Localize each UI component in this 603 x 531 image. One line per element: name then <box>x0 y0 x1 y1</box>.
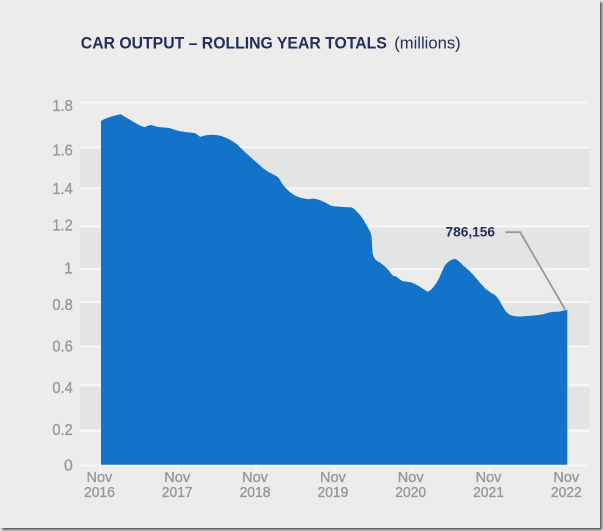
svg-text:0.8: 0.8 <box>52 297 73 314</box>
svg-text:Nov: Nov <box>320 470 347 486</box>
svg-text:Nov: Nov <box>164 470 191 486</box>
svg-text:1: 1 <box>64 260 73 277</box>
svg-text:2017: 2017 <box>162 485 193 501</box>
svg-text:Nov: Nov <box>398 470 425 486</box>
svg-text:2021: 2021 <box>473 485 504 501</box>
svg-text:1.8: 1.8 <box>52 98 73 115</box>
svg-text:1.2: 1.2 <box>52 217 73 234</box>
svg-text:0.6: 0.6 <box>52 338 73 355</box>
svg-text:1.6: 1.6 <box>52 143 73 160</box>
svg-text:(millions): (millions) <box>394 34 461 53</box>
svg-text:CAR OUTPUT – ROLLING YEAR TOTA: CAR OUTPUT – ROLLING YEAR TOTALS <box>81 34 387 53</box>
svg-text:Nov: Nov <box>87 470 114 486</box>
svg-text:2019: 2019 <box>318 485 349 501</box>
svg-text:786,156: 786,156 <box>446 224 496 240</box>
svg-text:2022: 2022 <box>551 485 582 501</box>
svg-text:2020: 2020 <box>395 485 426 501</box>
svg-text:1.4: 1.4 <box>52 181 73 198</box>
svg-text:0.4: 0.4 <box>52 380 73 397</box>
svg-text:2016: 2016 <box>84 485 115 501</box>
svg-text:0.2: 0.2 <box>52 422 73 439</box>
svg-text:2018: 2018 <box>240 485 271 501</box>
svg-text:Nov: Nov <box>242 470 269 486</box>
svg-text:0: 0 <box>64 458 73 475</box>
svg-text:Nov: Nov <box>476 470 503 486</box>
svg-text:Nov: Nov <box>553 470 580 486</box>
